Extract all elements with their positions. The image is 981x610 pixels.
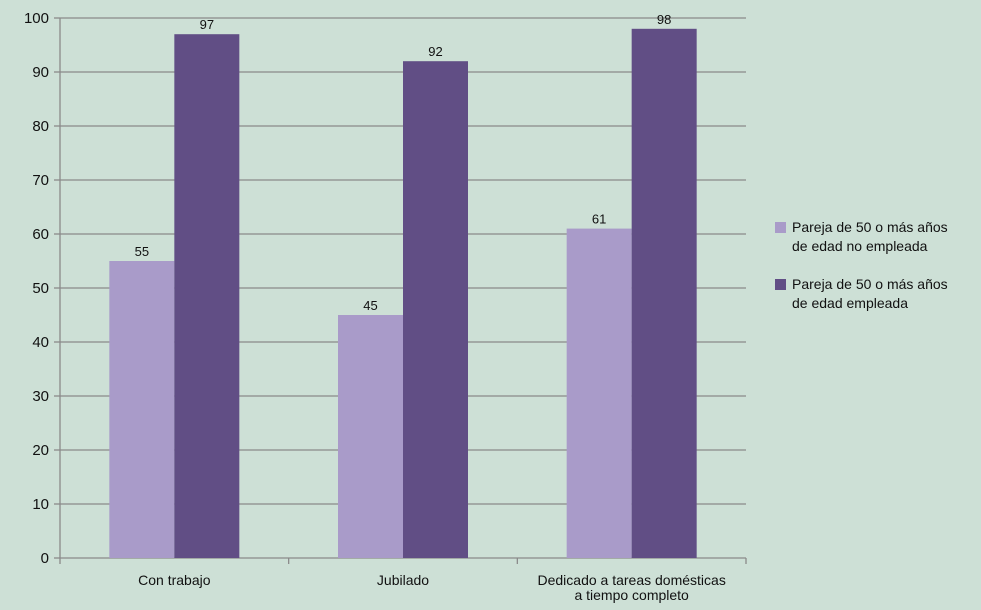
x-tick-label: Jubilado: [377, 572, 429, 588]
legend-label-empleada: Pareja de 50 o más años de edad empleada: [792, 275, 981, 313]
bar-chart-plot: 0 10 20 30 40 50 60 70 80 90 100 55 97 Con trabajo 45 9…: [24, 10, 747, 603]
legend-swatch-empleada: [775, 279, 786, 290]
bar: [109, 261, 175, 558]
y-tick-label: 70: [32, 172, 49, 189]
bar: [174, 34, 240, 558]
legend-swatch-no-empleada: [775, 222, 786, 233]
data-label: 98: [657, 12, 671, 27]
y-tick-label: 100: [24, 10, 49, 27]
data-label: 61: [592, 212, 606, 227]
data-label: 97: [200, 17, 214, 32]
y-tick-label: 40: [32, 334, 49, 351]
bar: [403, 61, 468, 558]
y-tick-label: 80: [32, 118, 49, 135]
legend-label-line: de edad no empleada: [792, 238, 928, 254]
bar: [566, 228, 632, 558]
y-tick-label: 0: [41, 550, 49, 567]
legend-label-line: Pareja de 50 o más años: [792, 276, 948, 292]
y-tick-label: 90: [32, 64, 49, 81]
legend: Pareja de 50 o más años de edad no emple…: [775, 218, 981, 332]
bar: [631, 28, 697, 559]
bar: [338, 315, 403, 558]
x-tick-label: Con trabajo: [138, 572, 211, 588]
y-tick-label: 30: [32, 388, 49, 405]
legend-item-empleada: Pareja de 50 o más años de edad empleada: [775, 275, 981, 313]
y-tick-label: 50: [32, 280, 49, 297]
legend-label-line: de edad empleada: [792, 295, 908, 311]
data-label: 55: [135, 244, 149, 259]
legend-item-no-empleada: Pareja de 50 o más años de edad no emple…: [775, 218, 981, 256]
y-tick-label: 60: [32, 226, 49, 243]
legend-label-no-empleada: Pareja de 50 o más años de edad no emple…: [792, 218, 981, 256]
y-tick-label: 10: [32, 496, 49, 513]
x-tick-label: a tiempo completo: [574, 587, 689, 603]
x-tick-label: Dedicado a tareas domésticas: [538, 572, 726, 588]
data-label: 92: [428, 44, 442, 59]
y-tick-label: 20: [32, 442, 49, 459]
legend-label-line: Pareja de 50 o más años: [792, 219, 948, 235]
data-label: 45: [363, 298, 377, 313]
